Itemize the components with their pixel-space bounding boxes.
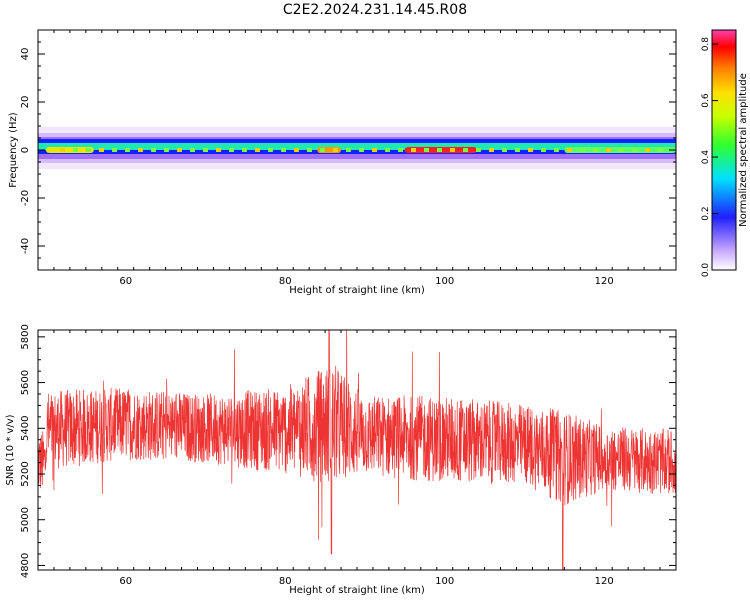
snr-xlabel: Height of straight line (km)	[289, 585, 425, 596]
colorbar-gradient	[711, 29, 737, 271]
x-tick-label: 120	[595, 576, 614, 587]
spectral-speckle	[73, 148, 78, 152]
y-tick-label: 5800	[20, 324, 31, 349]
spectral-speckle	[203, 148, 208, 152]
spectral-speckle	[619, 148, 624, 152]
snr-ylabel: SNR (10 * v/v)	[5, 414, 16, 485]
y-tick-label: 20	[20, 96, 31, 109]
snr-panel: 60 80 100 120 4800 5000 5200 5400 5600 5800 Heigh…	[5, 324, 677, 596]
spectral-speckle	[515, 148, 520, 152]
spectral-speckle	[385, 148, 390, 152]
spectral-speckle	[463, 148, 468, 152]
spectral-speckle	[216, 148, 221, 152]
spectral-speckle	[229, 148, 234, 152]
spectral-speckle	[99, 148, 104, 152]
spectral-speckle	[541, 148, 546, 152]
colorbar-tick-label: 0.4	[701, 150, 711, 165]
spectral-speckle	[320, 148, 325, 152]
spectrogram-ylabel: Frequency (Hz)	[8, 112, 19, 188]
spectrogram-xlabel: Height of straight line (km)	[289, 285, 425, 296]
spectral-speckle	[255, 148, 260, 152]
x-tick-label: 120	[595, 276, 614, 287]
y-tick-label: 5000	[20, 507, 31, 532]
snr-series-line	[38, 330, 676, 570]
y-tick-label: 5600	[20, 370, 31, 395]
spectral-speckle	[632, 148, 637, 152]
colorbar-tick-label: 0.0	[701, 263, 711, 278]
colorbar-tick-label: 0.2	[701, 206, 711, 220]
x-tick-label: 60	[119, 576, 132, 587]
spectral-speckle	[112, 148, 117, 152]
colorbar-tick-label: 0.6	[701, 93, 711, 108]
spectral-speckle	[281, 148, 286, 152]
spectral-speckle	[567, 148, 572, 152]
spectral-speckle	[151, 148, 156, 152]
spectral-speckle	[86, 148, 91, 152]
spectral-speckle	[424, 148, 429, 152]
spectral-speckle	[528, 148, 533, 152]
spectral-speckle	[190, 148, 195, 152]
y-tick-label: 4800	[20, 553, 31, 578]
spectral-speckle	[450, 148, 455, 152]
colorbar-label: Normalized spectral amplitude	[738, 73, 749, 227]
spectrogram-panel: 60 80 100 120 -40 -20 0 20 40 Height of straight…	[8, 29, 677, 296]
band-edge-lower	[38, 150, 676, 154]
spectral-speckle	[177, 148, 182, 152]
spectral-speckle	[268, 148, 273, 152]
spectral-speckle	[489, 148, 494, 152]
spectral-peak	[45, 147, 94, 153]
spectral-speckle	[359, 148, 364, 152]
spectral-speckle	[60, 148, 65, 152]
spectral-speckle	[645, 148, 650, 152]
spectral-speckle	[398, 148, 403, 152]
colorbar-tick-label: 0.8	[701, 37, 711, 52]
x-tick-label: 100	[435, 576, 454, 587]
x-tick-label: 100	[435, 276, 454, 287]
spectral-speckle	[346, 148, 351, 152]
colorbar: 0.0 0.2 0.4 0.6 0.8 Normalized spectral ampl…	[701, 29, 749, 277]
x-tick-label: 80	[279, 276, 292, 287]
spectral-speckle	[294, 148, 299, 152]
spectral-speckle	[437, 148, 442, 152]
spectral-speckle	[164, 148, 169, 152]
spectral-speckle	[125, 148, 130, 152]
spectrogram-axes: 60 80 100 120 -40 -20 0 20 40	[20, 29, 677, 287]
spectral-speckle	[606, 148, 611, 152]
spectral-speckle	[593, 148, 598, 152]
spectral-speckle	[658, 148, 663, 152]
spectral-speckle	[411, 148, 416, 152]
spectral-speckle	[476, 148, 481, 152]
spectral-speckle	[333, 148, 338, 152]
spectral-speckle	[242, 148, 247, 152]
y-tick-label: -20	[20, 190, 31, 206]
y-tick-label: 0	[20, 147, 31, 153]
x-tick-label: 80	[279, 576, 292, 587]
spectral-speckle	[372, 148, 377, 152]
snr-axes: 60 80 100 120 4800 5000 5200 5400 5600 5800	[20, 324, 677, 587]
spectrogram-peaks	[45, 147, 676, 153]
band-core	[38, 143, 676, 150]
page-title: C2E2.2024.231.14.45.R08	[282, 2, 468, 18]
spectral-speckle	[138, 148, 143, 152]
spectral-speckle	[307, 148, 312, 152]
spectral-speckle	[580, 148, 585, 152]
spectral-speckle	[554, 148, 559, 152]
y-tick-label: -40	[20, 238, 31, 254]
spectral-speckle	[502, 148, 507, 152]
band-edge-upper	[38, 139, 676, 143]
x-tick-label: 60	[119, 276, 132, 287]
y-tick-label: 5200	[20, 461, 31, 486]
colorbar-axis: 0.0 0.2 0.4 0.6 0.8	[701, 37, 718, 277]
y-tick-label: 40	[20, 48, 31, 61]
y-tick-label: 5400	[20, 416, 31, 441]
spectrogram-heatmap	[38, 127, 676, 169]
